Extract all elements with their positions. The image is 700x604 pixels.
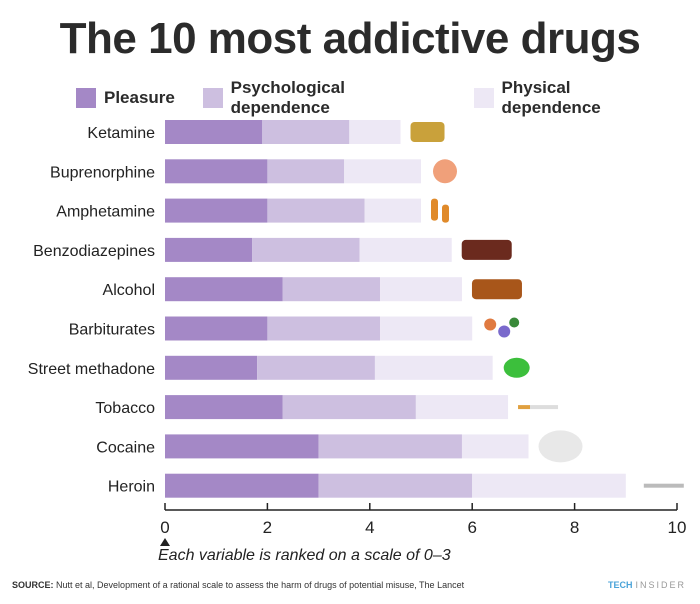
legend-label: Psychological dependence [230,78,345,117]
x-tick-label: 0 [160,518,169,537]
legend-swatch [473,88,494,108]
bar-segment-pleasure [165,355,258,380]
drug-icon [509,317,520,328]
bar-segment-physical-dependence [415,395,509,420]
bar-segment-pleasure [165,159,268,184]
drug-icon [410,122,445,142]
brand-tech: TECH [607,580,633,590]
category-label: Barbiturates [69,322,155,339]
category-label: Alcohol [103,282,155,299]
category-label: Street methadone [28,361,155,378]
bar-segment-pleasure [165,316,268,341]
drug-icon [431,198,438,221]
x-tick-label: 10 [668,518,687,537]
drug-icon [643,483,684,488]
bar-segment-physical-dependence [380,277,462,302]
chart-title: The 10 most addictive drugs [59,14,641,63]
category-label: Buprenorphine [50,164,155,181]
brand-logo: TECH INSIDER [608,580,686,590]
x-tick-label: 4 [365,518,374,537]
bar-segment-psychological-dependence [267,316,381,341]
legend-item-psychological: Psychological dependence [202,78,446,118]
bar-segment-psychological-dependence [282,277,381,302]
drug-icon [498,325,511,338]
bar-segment-psychological-dependence [318,473,473,498]
x-tick-label: 6 [467,518,476,537]
legend-label: Physical dependence [501,78,601,117]
bar-segment-psychological-dependence [262,120,350,144]
x-tick-label: 8 [570,518,579,537]
bar-segment-psychological-dependence [257,355,375,380]
bar-segment-physical-dependence [380,316,473,341]
drug-icon [538,430,583,463]
brand-insider: INSIDER [635,580,686,590]
drug-icon [442,204,449,223]
category-label: Benzodiazepines [33,243,155,260]
scale-note: Each variable is ranked on a scale of 0–… [158,547,451,564]
bar-segment-physical-dependence [374,355,493,380]
bar-segment-pleasure [165,473,319,498]
category-label: Heroin [108,479,155,496]
legend-item-physical: Physical dependence [473,78,672,118]
bar-segment-psychological-dependence [252,237,360,262]
legend-swatch [202,88,223,108]
category-label: Ketamine [87,125,155,142]
bar-segment-physical-dependence [344,159,421,184]
drug-icon [471,279,522,300]
bar-segment-psychological-dependence [267,159,345,184]
drug-icon [530,405,559,410]
zero-marker-icon [160,538,170,546]
bar-segment-pleasure [165,198,268,223]
bar-segment-physical-dependence [472,473,626,498]
drug-icon [484,318,497,331]
bar-segment-psychological-dependence [282,395,416,420]
drug-icon [518,405,531,410]
bar-segment-pleasure [165,434,319,459]
bar-segment-pleasure [165,237,253,262]
bar-segment-pleasure [165,120,263,144]
source-line: SOURCE: Nutt et al, Development of a rat… [12,580,464,590]
legend-item-pleasure: Pleasure [76,78,175,118]
category-label: Tobacco [95,400,155,417]
category-label: Cocaine [96,439,155,456]
drug-icon [503,357,530,378]
category-label: Amphetamine [56,204,155,221]
drug-icon [461,239,512,260]
drug-icon [433,159,457,184]
legend-swatch [76,88,96,108]
source-text: Nutt et al, Development of a rational sc… [56,580,465,590]
source-label: SOURCE: [12,580,54,590]
legend-label: Pleasure [104,88,175,107]
bar-segment-physical-dependence [364,198,421,223]
legend: Pleasure Psychological dependence Physic… [76,78,700,118]
bar-segment-pleasure [165,277,283,302]
bar-segment-physical-dependence [359,237,452,262]
bar-segment-psychological-dependence [318,434,462,459]
bar-segment-physical-dependence [349,120,401,144]
bar-segment-pleasure [165,395,283,420]
x-tick-label: 2 [263,518,272,537]
bar-segment-psychological-dependence [267,198,365,223]
bar-segment-physical-dependence [461,434,529,459]
